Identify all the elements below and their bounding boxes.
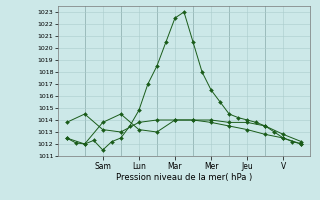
X-axis label: Pression niveau de la mer( hPa ): Pression niveau de la mer( hPa ): [116, 173, 252, 182]
